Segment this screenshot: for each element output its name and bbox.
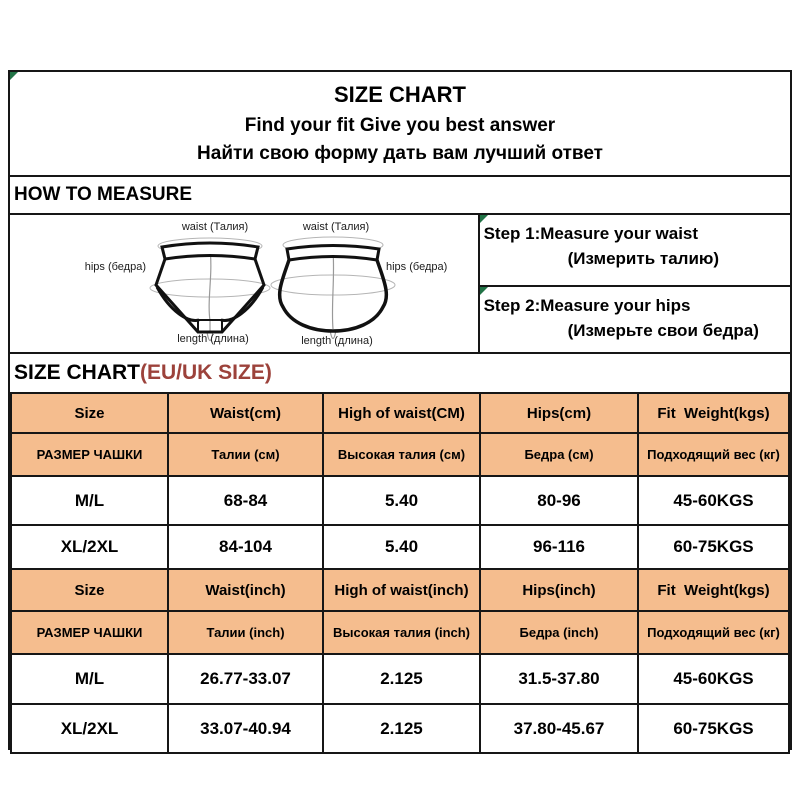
header-cell: Fit Weight(kgs) <box>637 568 790 612</box>
data-cell: 80-96 <box>479 475 639 526</box>
waist-label-left: waist (Талия) <box>181 221 249 233</box>
data-cell: M/L <box>10 653 169 705</box>
step-1-text-ru: (Измерить талию) <box>567 248 720 268</box>
subheader-cell: Талии (inch) <box>167 610 324 655</box>
table-row-header-inch: Size Waist(inch) High of waist(inch) Hip… <box>10 568 790 612</box>
data-cell: 2.125 <box>322 703 481 754</box>
header-cell: Fit Weight(kgs) <box>637 392 790 434</box>
boyshort-diagram <box>270 236 396 340</box>
data-cell: 60-75KGS <box>637 703 790 754</box>
table-row-subheader-inch: РАЗМЕР ЧАШКИ Талии (inch) Высокая талия … <box>10 610 790 655</box>
size-chart-heading: SIZE CHART (EU/UK SIZE) <box>10 354 790 392</box>
step-2-text-en: Step 2:Measure your hips <box>483 296 691 315</box>
length-label-left: length (длина) <box>177 333 249 345</box>
table-row-header-cm: Size Waist(cm) High of waist(CM) Hips(cm… <box>10 392 790 434</box>
table-row-xl2xl-cm: XL/2XL 84-104 5.40 96-116 60-75KGS <box>10 524 790 570</box>
hips-label-left: hips (бедра) <box>84 261 146 273</box>
size-chart-sheet: SIZE CHART Find your fit Give you best a… <box>8 70 792 754</box>
data-cell: 60-75KGS <box>637 524 790 570</box>
subtitle-en: Find your fit Give you best answer <box>244 114 556 136</box>
subheader-cell: РАЗМЕР ЧАШКИ <box>10 432 169 477</box>
table-row-xl2xl-inch: XL/2XL 33.07-40.94 2.125 37.80-45.67 60-… <box>10 703 790 754</box>
green-corner-marker-icon <box>479 215 488 223</box>
measure-section: waist (Талия) hips (бедра) length (длина… <box>10 215 790 354</box>
step-2-text-ru: (Измерьте свои бедра) <box>567 320 759 340</box>
data-cell: 33.07-40.94 <box>167 703 324 754</box>
header-cell: Waist(inch) <box>167 568 324 612</box>
green-corner-marker-icon <box>479 287 488 295</box>
step-1-text-en: Step 1:Measure your waist <box>483 224 699 243</box>
how-to-measure-heading: HOW TO MEASURE <box>10 177 790 215</box>
hips-label-right: hips (бедра) <box>386 261 448 273</box>
header-cell: High of waist(inch) <box>322 568 481 612</box>
brief-diagram <box>149 237 271 342</box>
green-corner-marker-icon <box>10 72 18 80</box>
table-row-ml-cm: M/L 68-84 5.40 80-96 45-60KGS <box>10 475 790 526</box>
data-cell: XL/2XL <box>10 524 169 570</box>
header-cell: High of waist(CM) <box>322 392 481 434</box>
subheader-cell: Талии (см) <box>167 432 324 477</box>
subheader-cell: Подходящий вес (кг) <box>637 610 790 655</box>
header-cell: Hips(inch) <box>479 568 639 612</box>
page-title: SIZE CHART <box>334 82 466 108</box>
subheader-cell: Высокая талия (inch) <box>322 610 481 655</box>
table-row-subheader-cm: РАЗМЕР ЧАШКИ Талии (см) Высокая талия (с… <box>10 432 790 477</box>
data-cell: M/L <box>10 475 169 526</box>
data-cell: 5.40 <box>322 524 481 570</box>
subheader-cell: Высокая талия (см) <box>322 432 481 477</box>
data-cell: 45-60KGS <box>637 475 790 526</box>
subheader-cell: Бедра (inch) <box>479 610 639 655</box>
header-cell: Size <box>10 392 169 434</box>
title-block: SIZE CHART Find your fit Give you best a… <box>10 72 790 177</box>
size-chart-heading-accent: (EU/UK SIZE) <box>140 361 272 384</box>
subheader-cell: РАЗМЕР ЧАШКИ <box>10 610 169 655</box>
data-cell: 2.125 <box>322 653 481 705</box>
subtitle-ru: Найти свою форму дать вам лучший ответ <box>197 142 603 164</box>
data-cell: 5.40 <box>322 475 481 526</box>
data-cell: XL/2XL <box>10 703 169 754</box>
length-label-right: length (длина) <box>301 335 373 347</box>
waist-label-right: waist (Талия) <box>302 221 370 233</box>
header-cell: Hips(cm) <box>479 392 639 434</box>
header-cell: Waist(cm) <box>167 392 324 434</box>
data-cell: 45-60KGS <box>637 653 790 705</box>
data-cell: 68-84 <box>167 475 324 526</box>
data-cell: 96-116 <box>479 524 639 570</box>
step-2-cell: Step 2:Measure your hips (Измерьте свои … <box>479 287 790 352</box>
subheader-cell: Бедра (см) <box>479 432 639 477</box>
data-cell: 84-104 <box>167 524 324 570</box>
step-1-cell: Step 1:Measure your waist (Измерить тали… <box>479 215 790 287</box>
table-row-ml-inch: M/L 26.77-33.07 2.125 31.5-37.80 45-60KG… <box>10 653 790 705</box>
data-cell: 26.77-33.07 <box>167 653 324 705</box>
header-cell: Size <box>10 568 169 612</box>
measure-diagrams: waist (Талия) hips (бедра) length (длина… <box>10 215 478 352</box>
measure-steps: Step 1:Measure your waist (Измерить тали… <box>477 215 790 352</box>
data-cell: 31.5-37.80 <box>479 653 639 705</box>
size-chart-heading-main: SIZE CHART <box>14 361 140 384</box>
subheader-cell: Подходящий вес (кг) <box>637 432 790 477</box>
data-cell: 37.80-45.67 <box>479 703 639 754</box>
size-table: Size Waist(cm) High of waist(CM) Hips(cm… <box>10 392 790 754</box>
